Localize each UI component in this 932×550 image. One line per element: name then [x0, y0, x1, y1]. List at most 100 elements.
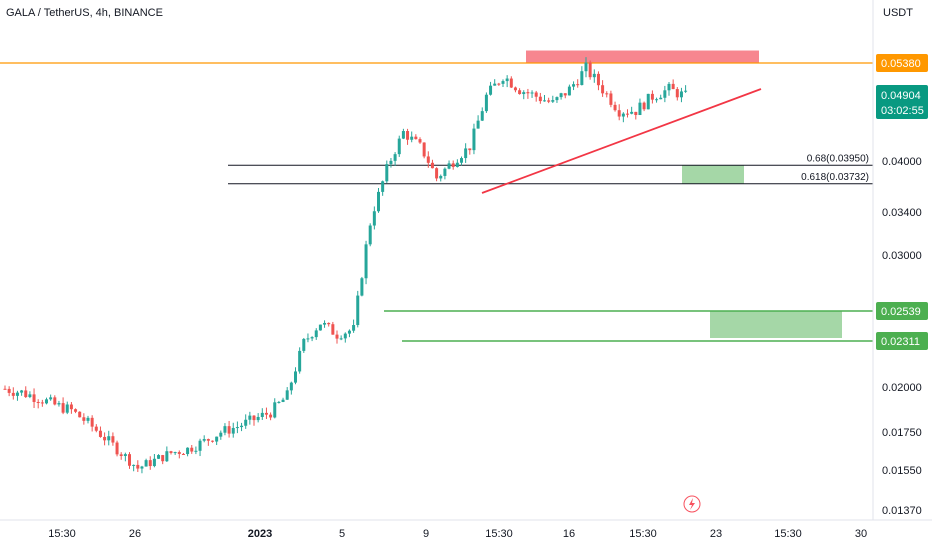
candle-body	[78, 411, 82, 418]
candle-body	[327, 322, 331, 325]
candle-body	[439, 175, 443, 179]
candle-body	[567, 86, 571, 96]
candle-body	[368, 225, 372, 245]
candle-body	[74, 409, 78, 412]
candle-body	[377, 191, 380, 212]
candle-body	[277, 401, 281, 403]
candle-body	[28, 394, 32, 398]
symbol-title[interactable]: GALA / TetherUS, 4h, BINANCE	[6, 7, 163, 19]
candle-body	[57, 403, 61, 405]
candle-body	[53, 397, 57, 405]
candle-body	[580, 71, 584, 85]
candle-body	[24, 390, 28, 398]
candle-body	[484, 94, 488, 112]
candle-body	[69, 404, 73, 410]
candle-body	[659, 97, 663, 100]
candle-body	[410, 136, 414, 140]
candle-body	[364, 244, 368, 279]
x-tick-label: 5	[339, 528, 345, 540]
candle-body	[15, 392, 19, 396]
candle-body	[281, 399, 285, 402]
candle-body	[186, 447, 190, 455]
candle-body	[381, 181, 385, 192]
candle-body	[3, 388, 7, 390]
price-tag-0.02539: 0.02539	[881, 306, 921, 318]
candle-body	[132, 464, 136, 466]
candle-body	[302, 338, 306, 351]
countdown-label: 03:02:55	[881, 105, 924, 117]
candle-body	[464, 148, 468, 159]
candle-body	[592, 73, 596, 78]
y-tick-label: 0.02000	[882, 382, 922, 394]
candle-body	[671, 83, 675, 90]
candle-body	[244, 419, 248, 426]
candle-body	[289, 382, 293, 391]
candle-body	[252, 415, 256, 421]
candle-body	[468, 148, 472, 151]
candle-body	[613, 104, 617, 111]
candle-body	[144, 460, 148, 467]
candle-body	[190, 447, 194, 452]
candle-body	[352, 325, 356, 331]
candle-body	[94, 426, 98, 431]
candle-body	[314, 330, 318, 338]
candle-body	[356, 295, 360, 326]
x-tick-label: 15:30	[774, 528, 802, 540]
candle-body	[11, 392, 15, 396]
x-tick-label: 15:30	[48, 528, 76, 540]
candle-body	[310, 337, 314, 339]
candle-body	[36, 401, 40, 403]
candle-body	[451, 163, 455, 167]
candle-body	[455, 162, 459, 167]
candle-body	[86, 417, 90, 421]
y-tick-label: 0.01550	[882, 465, 922, 477]
candle-body	[223, 426, 227, 433]
candle-body	[248, 415, 252, 420]
candle-body	[630, 111, 634, 114]
candle-body	[115, 442, 119, 455]
candle-body	[165, 451, 169, 462]
candle-body	[642, 102, 646, 110]
candle-body	[518, 90, 522, 95]
candle-body	[65, 404, 69, 413]
candle-body	[206, 439, 210, 441]
candle-body	[426, 156, 430, 163]
candle-body	[198, 440, 202, 451]
candle-body	[418, 139, 422, 143]
lightning-icon	[683, 495, 701, 513]
x-tick-label: 15:30	[485, 528, 513, 540]
candle-body	[372, 211, 376, 226]
candle-body	[273, 402, 277, 418]
candle-body	[526, 92, 530, 94]
candle-body	[385, 164, 389, 182]
candle-body	[260, 412, 264, 417]
currency-label: USDT	[883, 7, 913, 19]
candle-body	[227, 426, 231, 434]
price-tag-0.02539-bg	[876, 302, 928, 320]
candle-body	[128, 454, 131, 466]
candle-body	[215, 436, 219, 442]
candle-body	[414, 136, 418, 140]
candle-body	[119, 454, 123, 457]
fib-level-label: 0.68(0.03950)	[807, 153, 869, 164]
x-tick-label: 2023	[248, 528, 272, 540]
candle-body	[331, 324, 335, 335]
candle-body	[285, 390, 289, 400]
x-tick-label: 26	[129, 528, 141, 540]
candle-body	[646, 93, 650, 110]
candle-body	[82, 417, 86, 421]
candle-body	[240, 425, 244, 428]
candle-body	[136, 464, 140, 469]
candle-body	[306, 338, 310, 340]
x-tick-label: 16	[563, 528, 575, 540]
candle-body	[513, 87, 517, 91]
candle-body	[161, 455, 165, 462]
candle-body	[617, 110, 621, 117]
candle-body	[430, 162, 434, 169]
fib-support-zone	[682, 165, 744, 184]
x-tick-label: 23	[710, 528, 722, 540]
candle-body	[406, 131, 410, 140]
candle-body	[435, 168, 439, 179]
candle-body	[675, 89, 679, 98]
